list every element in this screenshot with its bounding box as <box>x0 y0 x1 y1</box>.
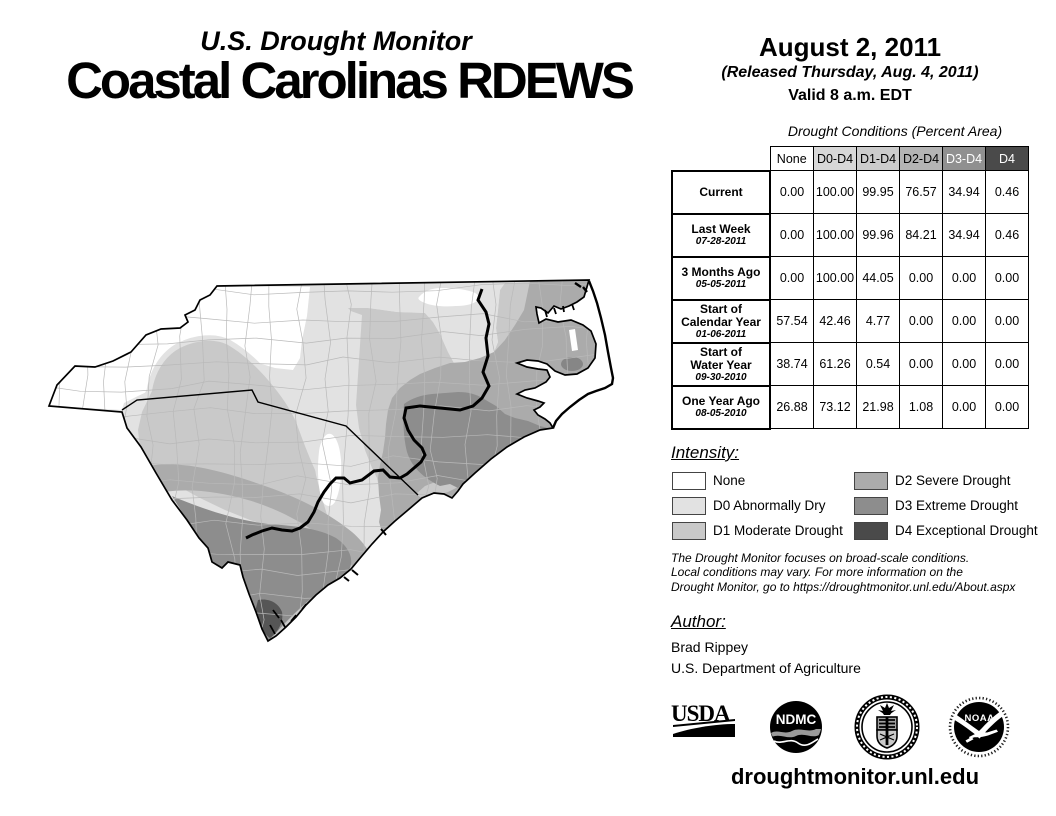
svg-text:NOAA: NOAA <box>965 713 995 724</box>
svg-text:NDMC: NDMC <box>776 712 817 727</box>
